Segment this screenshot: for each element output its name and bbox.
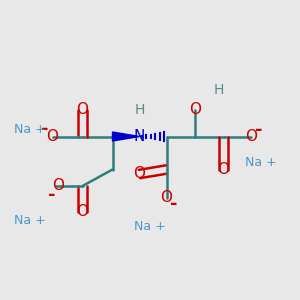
Text: O: O: [160, 190, 172, 206]
Text: O: O: [46, 129, 58, 144]
Text: O: O: [76, 204, 88, 219]
Text: O: O: [218, 162, 230, 177]
Text: -: -: [48, 186, 56, 204]
Text: Na +: Na +: [134, 220, 166, 233]
Text: -: -: [255, 122, 263, 140]
Text: O: O: [134, 167, 146, 182]
Text: Na +: Na +: [14, 214, 46, 227]
Text: O: O: [189, 102, 201, 117]
Text: Na +: Na +: [14, 122, 46, 136]
Text: -: -: [41, 120, 49, 138]
Text: H: H: [214, 83, 224, 97]
Text: H: H: [134, 103, 145, 116]
Polygon shape: [112, 132, 140, 141]
Text: O: O: [52, 178, 64, 194]
Text: N: N: [134, 129, 145, 144]
Text: Na +: Na +: [245, 155, 277, 169]
Text: O: O: [76, 102, 88, 117]
Text: O: O: [245, 129, 257, 144]
Text: -: -: [170, 195, 178, 213]
